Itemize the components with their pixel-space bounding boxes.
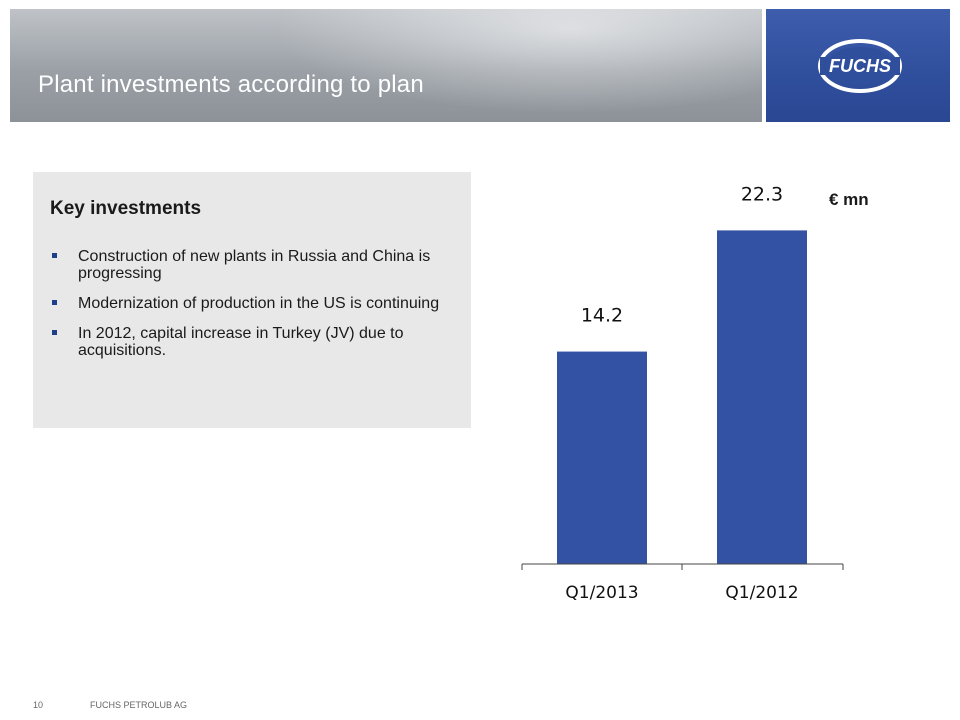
logo-panel: FUCHS (766, 9, 950, 122)
bar-chart: 14.2 Q1/2013 22.3 Q1/2012 (521, 183, 844, 603)
unit-label: € mn (829, 190, 869, 209)
key-investments-panel: Key investments Construction of new plan… (33, 172, 471, 428)
page-number: 10 (33, 700, 44, 710)
list-item-text: Modernization of production in the US is… (78, 295, 440, 312)
list-item: Modernization of production in the US is… (50, 295, 468, 312)
list-item: In 2012, capital increase in Turkey (JV)… (50, 325, 468, 359)
bar-q1-2013 (557, 351, 647, 564)
bullet-icon (52, 300, 57, 305)
page-title: Plant investments according to plan (38, 71, 424, 98)
key-investments-list: Construction of new plants in Russia and… (50, 248, 468, 372)
x-tick-label: Q1/2013 (565, 583, 638, 603)
fuchs-logo: FUCHS (818, 39, 902, 93)
key-investments-title: Key investments (50, 198, 202, 219)
bar-q1-2012 (717, 230, 807, 564)
data-label: 14.2 (581, 305, 623, 327)
x-tick-label: Q1/2012 (725, 583, 798, 603)
bullet-icon (52, 253, 57, 258)
logo-text: FUCHS (829, 56, 891, 76)
bullet-icon (52, 330, 57, 335)
list-item-text: Construction of new plants in Russia and… (78, 248, 431, 282)
list-item-text: In 2012, capital increase in Turkey (JV)… (78, 325, 404, 359)
header-banner: Plant investments according to plan (10, 9, 762, 122)
list-item: Construction of new plants in Russia and… (50, 248, 468, 282)
data-label: 22.3 (741, 183, 783, 205)
footer-company: FUCHS PETROLUB AG (90, 700, 188, 710)
